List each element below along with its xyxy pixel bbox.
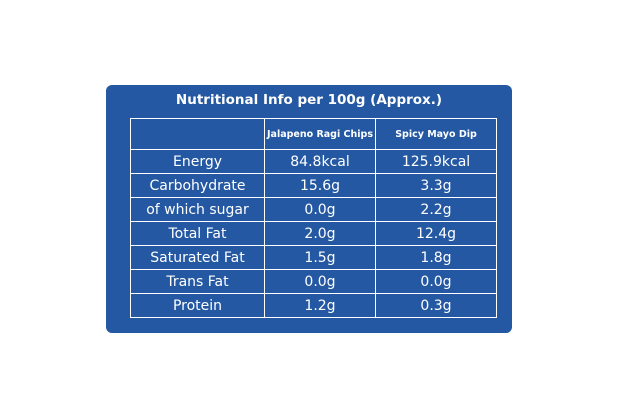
title: Nutritional Info per 100g (Approx.) — [175, 92, 443, 108]
column-header: Jalapeno Ragi Chips — [264, 118, 376, 150]
nutrient-name: Trans Fat — [130, 269, 265, 294]
nutrient-value: 3.3g — [375, 173, 497, 198]
nutrient-value: 2.0g — [264, 221, 376, 246]
nutrient-value: 15.6g — [264, 173, 376, 198]
nutrient-value: 0.0g — [264, 269, 376, 294]
nutrient-value: 12.4g — [375, 221, 497, 246]
nutrient-name: Carbohydrate — [130, 173, 265, 198]
nutrient-name: Total Fat — [130, 221, 265, 246]
nutrient-value: 84.8kcal — [264, 149, 376, 174]
header-row: Jalapeno Ragi Chips Spicy Mayo Dip — [130, 118, 497, 150]
nutrient-value: 1.5g — [264, 245, 376, 270]
table-row: Total Fat 2.0g 12.4g — [130, 221, 497, 246]
nutrient-name: Energy — [130, 149, 265, 174]
table-row: Trans Fat 0.0g 0.0g — [130, 269, 497, 294]
nutrient-value: 0.0g — [375, 269, 497, 294]
empty-cell — [130, 118, 265, 150]
table-row: Carbohydrate 15.6g 3.3g — [130, 173, 497, 198]
nutrient-value: 1.8g — [375, 245, 497, 270]
nutrient-value: 0.3g — [375, 293, 497, 318]
nutrition-table: Jalapeno Ragi Chips Spicy Mayo Dip Energ… — [130, 118, 497, 318]
table-row: of which sugar 0.0g 2.2g — [130, 197, 497, 222]
nutrient-name: Protein — [130, 293, 265, 318]
nutrition-panel: Nutritional Info per 100g (Approx.) Jala… — [106, 85, 512, 333]
nutrient-value: 125.9kcal — [375, 149, 497, 174]
nutrient-value: 1.2g — [264, 293, 376, 318]
nutrient-name: of which sugar — [130, 197, 265, 222]
table-row: Saturated Fat 1.5g 1.8g — [130, 245, 497, 270]
nutrient-value: 0.0g — [264, 197, 376, 222]
nutrient-value: 2.2g — [375, 197, 497, 222]
table-row: Energy 84.8kcal 125.9kcal — [130, 149, 497, 174]
nutrient-name: Saturated Fat — [130, 245, 265, 270]
column-header: Spicy Mayo Dip — [375, 118, 497, 150]
table-row: Protein 1.2g 0.3g — [130, 293, 497, 318]
